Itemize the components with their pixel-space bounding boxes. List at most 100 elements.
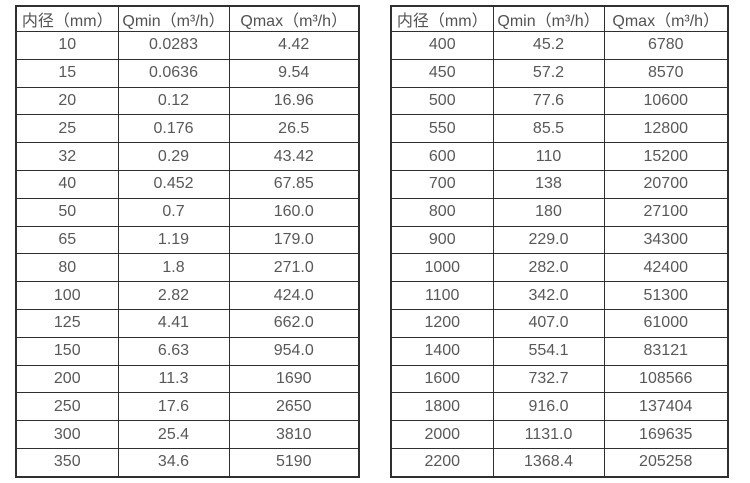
table-row: 150 6.63 954.0: [15, 336, 360, 366]
table-row: 125 4.41 662.0: [15, 308, 360, 338]
table-cell: 500: [390, 86, 494, 116]
table-cell: 350: [15, 447, 119, 478]
table-cell: 25: [15, 114, 119, 144]
table-row: 1400 554.1 83121: [390, 336, 729, 366]
table-cell: 11.3: [117, 364, 230, 394]
table-cell: 100: [15, 281, 119, 310]
table-cell: 4.42: [228, 31, 360, 60]
table-cell: 2.82: [117, 281, 230, 310]
table-cell: 85.5: [492, 114, 605, 144]
table-cell: 179.0: [228, 225, 360, 255]
table-cell: 407.0: [492, 308, 605, 338]
table-cell: 0.0636: [117, 58, 230, 88]
table-cell: 1400: [390, 336, 494, 366]
table-cell: 1800: [390, 392, 494, 422]
table-cell: 180: [492, 197, 605, 227]
table-row: 800 180 27100: [390, 197, 729, 227]
table-row: 80 1.8 271.0: [15, 253, 360, 283]
table-cell: 25.4: [117, 420, 230, 449]
table-row: 350 34.6 5190: [15, 447, 360, 478]
table-cell: 34.6: [117, 447, 230, 478]
table-cell: 77.6: [492, 86, 605, 116]
table-cell: 169635: [603, 420, 729, 449]
table-row: 700 138 20700: [390, 169, 729, 199]
table-row: 550 85.5 12800: [390, 114, 729, 144]
table-cell: 9.54: [228, 58, 360, 88]
table-row: 15 0.0636 9.54: [15, 58, 360, 88]
table-row: 300 25.4 3810: [15, 420, 360, 449]
table-cell: 2200: [390, 447, 494, 478]
table-cell: 138: [492, 169, 605, 199]
table-row: 500 77.6 10600: [390, 86, 729, 116]
table-cell: 1000: [390, 253, 494, 283]
table-cell: 17.6: [117, 392, 230, 422]
table-row: 10 0.0283 4.42: [15, 31, 360, 60]
table-cell: 16.96: [228, 86, 360, 116]
table-cell: 0.7: [117, 197, 230, 227]
column-header: Qmax（m³/h）: [228, 5, 360, 32]
table-cell: 1.8: [117, 253, 230, 283]
table-cell: 125: [15, 308, 119, 338]
table-cell: 50: [15, 197, 119, 227]
table-row: 600 110 15200: [390, 142, 729, 171]
table-cell: 61000: [603, 308, 729, 338]
header-row: 内径（mm） Qmin（m³/h） Qmax（m³/h）: [15, 5, 360, 32]
table-cell: 400: [390, 31, 494, 60]
table-cell: 1100: [390, 281, 494, 310]
table-row: 32 0.29 43.42: [15, 142, 360, 171]
table-cell: 1131.0: [492, 420, 605, 449]
table-cell: 110: [492, 142, 605, 171]
table-cell: 732.7: [492, 364, 605, 394]
table-cell: 600: [390, 142, 494, 171]
table-row: 2200 1368.4 205258: [390, 447, 729, 478]
column-header: Qmax（m³/h）: [603, 5, 729, 32]
table-row: 100 2.82 424.0: [15, 281, 360, 310]
table-cell: 1368.4: [492, 447, 605, 478]
table-cell: 6.63: [117, 336, 230, 366]
table-cell: 200: [15, 364, 119, 394]
table-row: 250 17.6 2650: [15, 392, 360, 422]
table-cell: 271.0: [228, 253, 360, 283]
table-cell: 40: [15, 169, 119, 199]
table-cell: 43.42: [228, 142, 360, 171]
table-row: 1200 407.0 61000: [390, 308, 729, 338]
table-cell: 0.0283: [117, 31, 230, 60]
table-cell: 3810: [228, 420, 360, 449]
table-cell: 900: [390, 225, 494, 255]
table-row: 450 57.2 8570: [390, 58, 729, 88]
table-cell: 34300: [603, 225, 729, 255]
table-cell: 450: [390, 58, 494, 88]
table-cell: 5190: [228, 447, 360, 478]
column-header: Qmin（m³/h）: [492, 5, 605, 32]
table-cell: 205258: [603, 447, 729, 478]
table-cell: 229.0: [492, 225, 605, 255]
table-cell: 916.0: [492, 392, 605, 422]
table-cell: 424.0: [228, 281, 360, 310]
table-cell: 83121: [603, 336, 729, 366]
table-cell: 954.0: [228, 336, 360, 366]
table-cell: 32: [15, 142, 119, 171]
column-header: 内径（mm）: [15, 5, 119, 32]
table-cell: 0.176: [117, 114, 230, 144]
table-cell: 342.0: [492, 281, 605, 310]
table-cell: 67.85: [228, 169, 360, 199]
table-cell: 26.5: [228, 114, 360, 144]
table-row: 1800 916.0 137404: [390, 392, 729, 422]
table-row: 25 0.176 26.5: [15, 114, 360, 144]
table-cell: 160.0: [228, 197, 360, 227]
table-cell: 108566: [603, 364, 729, 394]
table-row: 50 0.7 160.0: [15, 197, 360, 227]
table-cell: 0.452: [117, 169, 230, 199]
table-row: 900 229.0 34300: [390, 225, 729, 255]
table-row: 200 11.3 1690: [15, 364, 360, 394]
table-cell: 10: [15, 31, 119, 60]
table-cell: 554.1: [492, 336, 605, 366]
table-cell: 12800: [603, 114, 729, 144]
table-cell: 1690: [228, 364, 360, 394]
table-cell: 20: [15, 86, 119, 116]
table-cell: 150: [15, 336, 119, 366]
table-row: 65 1.19 179.0: [15, 225, 360, 255]
table-cell: 2000: [390, 420, 494, 449]
table-cell: 137404: [603, 392, 729, 422]
